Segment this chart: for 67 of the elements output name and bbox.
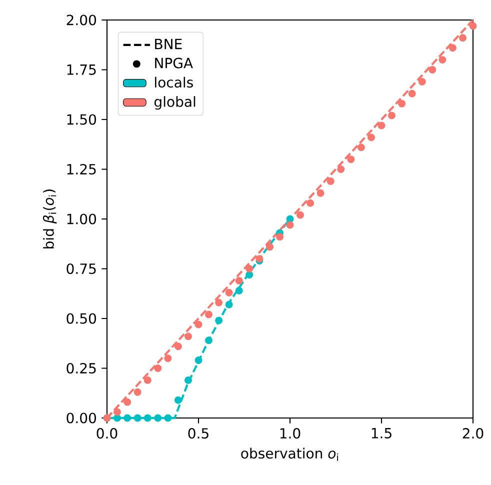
point [205,336,212,344]
x-tick-label: 0.0 [96,428,118,439]
y-tick-label: 1.00 [67,214,96,224]
y-tick-label: 0.25 [66,362,96,374]
point [124,398,132,406]
x-axis-title: observation o$_{i}$ [241,448,338,461]
point [378,122,386,130]
point [459,34,466,42]
point [428,66,436,74]
point [306,199,314,207]
point [448,44,456,52]
y-tick-label: 0.50 [66,313,96,324]
annotation: NPGA [155,58,193,68]
y-tick-label: 1.75 [67,64,96,75]
point [184,376,192,384]
point [154,364,162,372]
point [286,221,294,229]
y-tick-label: 1.25 [67,164,96,175]
point [438,56,446,64]
point [215,298,223,306]
point [246,265,254,272]
point [174,396,182,404]
point [235,286,243,294]
point [134,388,142,396]
point [388,112,396,120]
y-tick-label: 1.50 [67,114,96,125]
point [347,156,355,164]
point [357,144,365,152]
point [154,414,162,422]
x-tick-label: 0.5 [188,428,208,439]
point [205,310,212,318]
legend-label: locals [155,76,193,88]
y-tick-label: 2.00 [66,14,96,26]
point [114,408,121,416]
y-tick-label: 0.75 [66,263,96,274]
point [215,316,223,324]
point [316,189,324,197]
y-axis-title: bid β$_{i}$(o$_{i}$) [42,190,57,248]
point [144,414,152,422]
x-tick-label: 2.0 [462,428,484,439]
point [144,376,152,384]
point [418,78,426,86]
point [408,90,416,98]
point [194,320,202,328]
point [194,356,202,364]
point [124,414,132,422]
point [225,288,233,296]
point [276,233,284,241]
point [134,414,142,422]
legend-label: global [154,96,196,110]
point [326,177,334,185]
point [368,134,375,142]
x-tick-label: 1.5 [372,428,392,438]
point [296,211,304,219]
annotation: BNE [155,38,182,50]
point [174,342,182,350]
point [184,332,192,340]
point [164,354,172,362]
point [235,276,243,284]
point [225,300,233,308]
point [398,100,406,108]
x-tick-label: 1.0 [280,428,300,439]
point [114,414,121,422]
point [469,22,477,30]
point [337,166,345,173]
y-tick-label: 0.00 [66,412,96,424]
point [164,414,172,422]
